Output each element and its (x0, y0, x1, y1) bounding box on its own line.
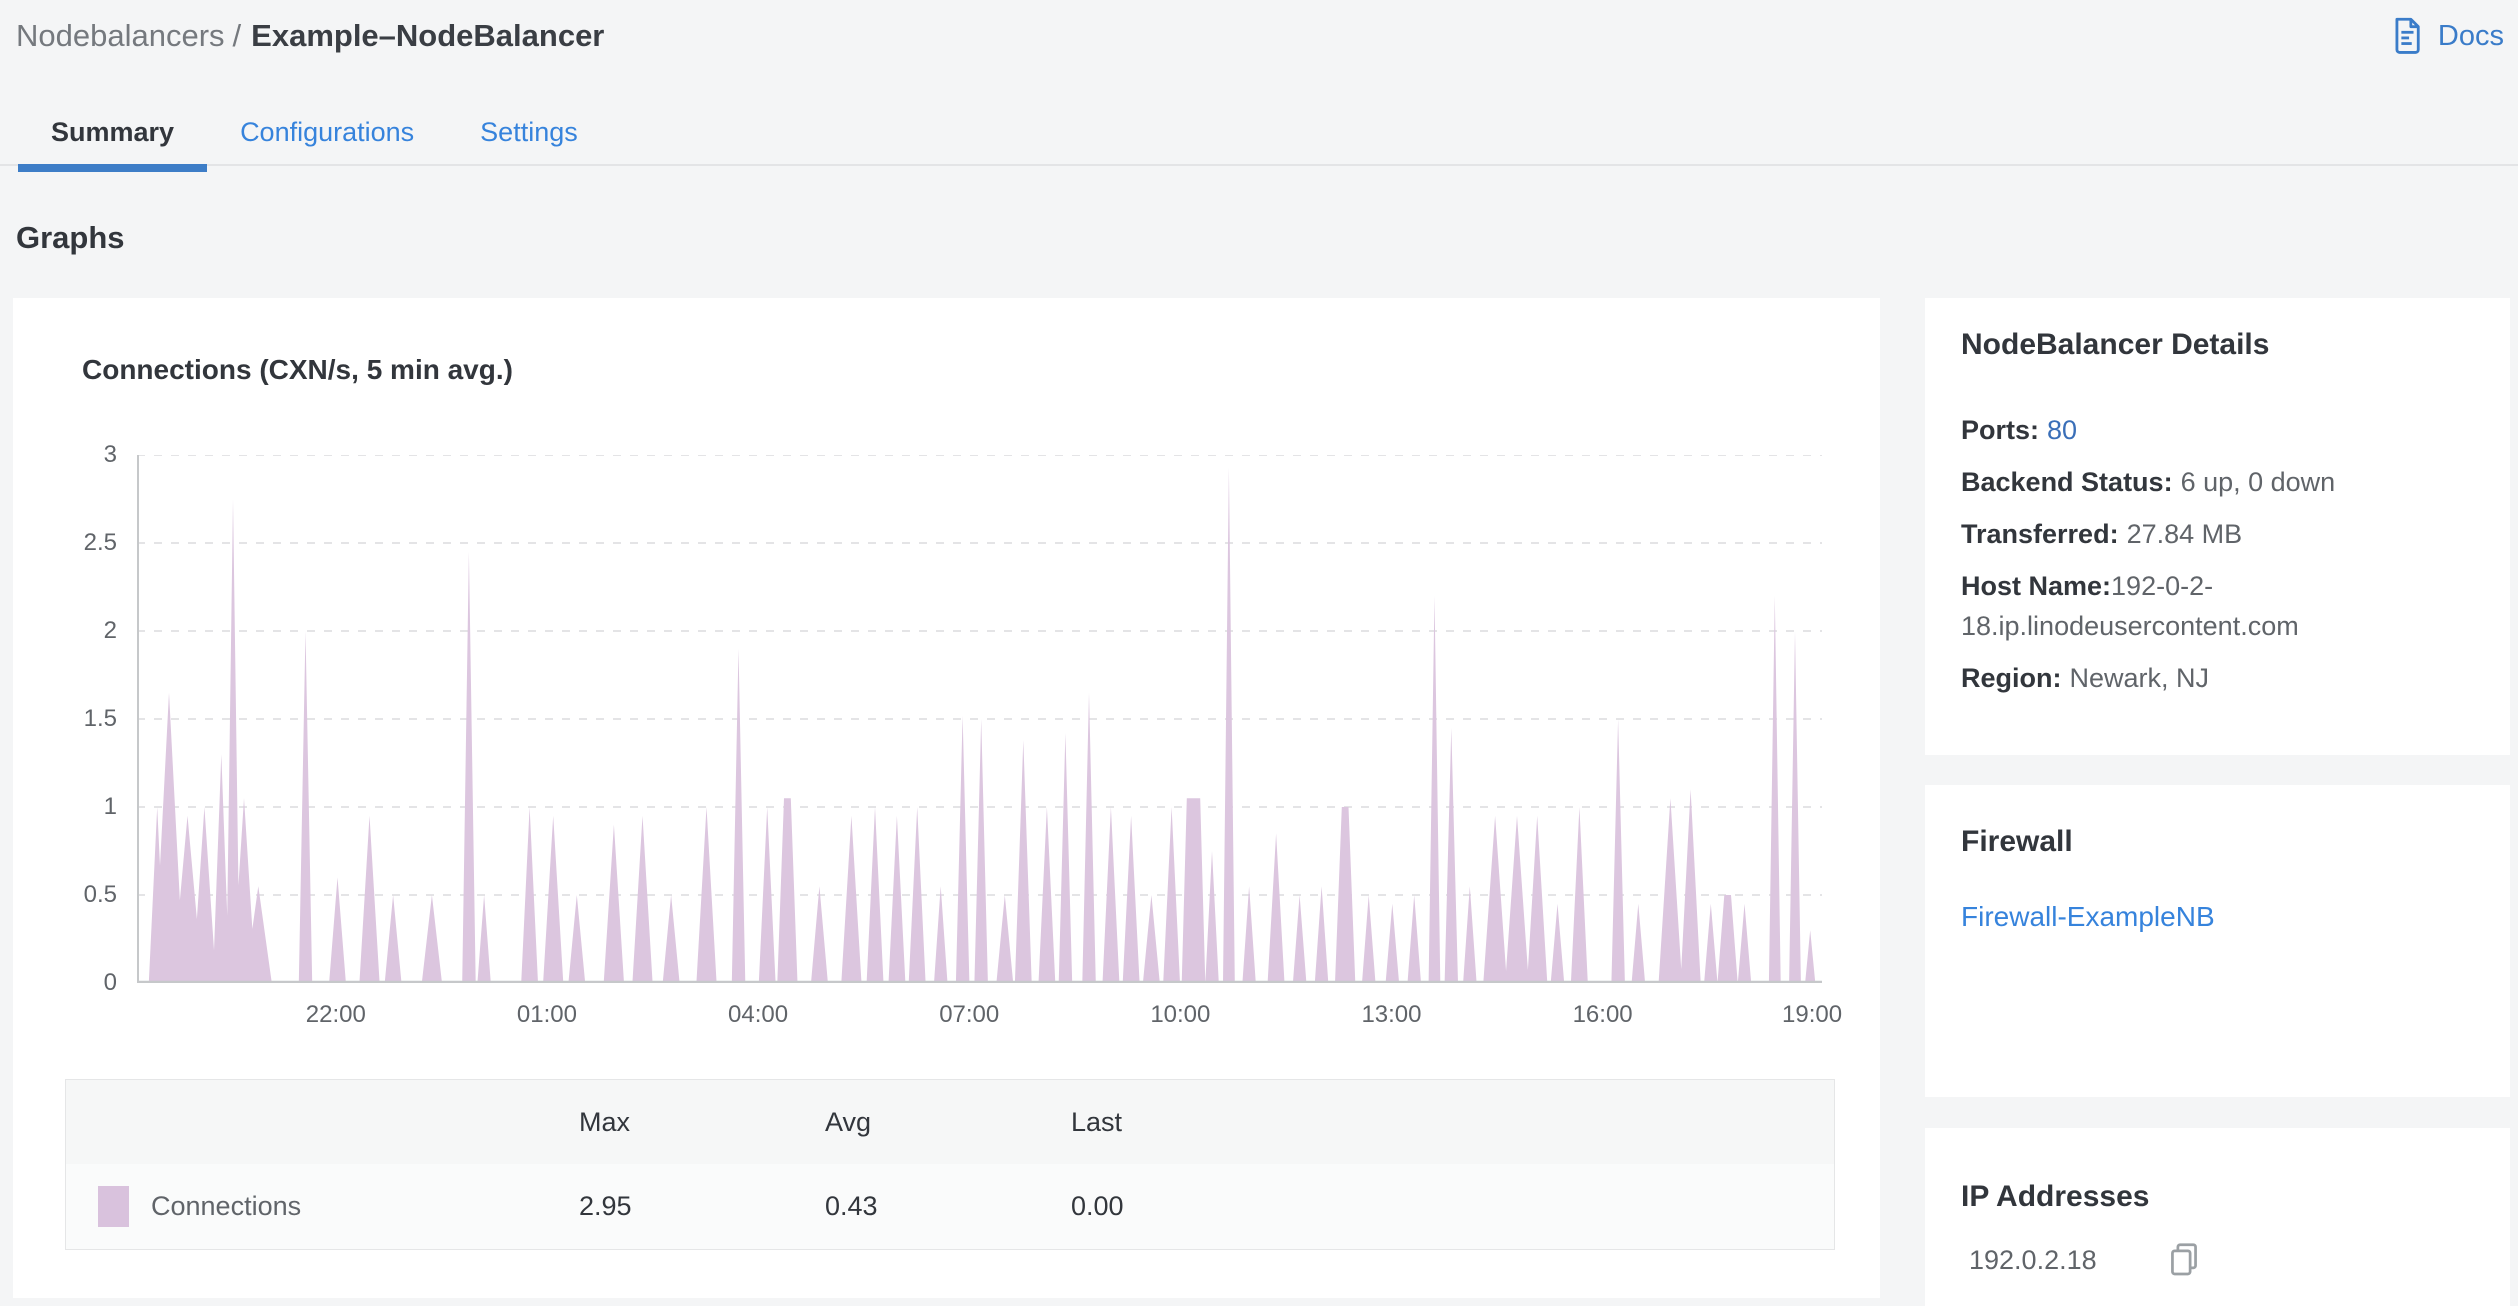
page-title: Example–NodeBalancer (251, 18, 605, 53)
firewall-examplenb-link[interactable]: Firewall-ExampleNB (1961, 901, 2215, 932)
copy-ip-button[interactable] (2169, 1242, 2199, 1279)
chart-title: Connections (CXN/s, 5 min avg.) (82, 354, 513, 385)
tab-bar: Summary Configurations Settings (0, 100, 2518, 172)
firewall-card-title: Firewall (1961, 825, 2073, 858)
x-tick-label-01:00: 01:00 (516, 1001, 577, 1028)
firewall-card: Firewall Firewall-ExampleNB (1925, 785, 2510, 1097)
breadcrumb-nodebalancers-link[interactable]: Nodebalancers (16, 18, 225, 53)
legend-header-row: Max Avg Last (66, 1080, 1834, 1164)
ip-card-title: IP Addresses (1961, 1180, 2150, 1213)
details-card-title: NodeBalancer Details (1961, 328, 2270, 361)
x-tick-label-16:00: 16:00 (1572, 1001, 1633, 1028)
legend-avg-value: 0.43 (825, 1191, 878, 1221)
graphs-heading: Graphs (16, 220, 125, 255)
legend-max-value: 2.95 (579, 1191, 632, 1221)
breadcrumb: Nodebalancers / Example–NodeBalancer (16, 14, 604, 58)
docs-link[interactable]: Docs (2389, 16, 2504, 56)
legend-series-label: Connections (151, 1191, 302, 1221)
y-tick-label-1.5: 1.5 (83, 705, 117, 732)
nodebalancer-details-card: NodeBalancer Details Ports: 80 Backend St… (1925, 298, 2510, 755)
detail-row-backend-status: Backend Status: 6 up, 0 down (1961, 467, 2336, 497)
y-tick-label-0: 0 (103, 969, 117, 996)
ip-address-value: 192.0.2.18 (1969, 1245, 2097, 1275)
y-tick-label-0.5: 0.5 (83, 881, 117, 908)
x-tick-label-13:00: 13:00 (1361, 1001, 1422, 1028)
x-tick-label-22:00: 22:00 (305, 1001, 366, 1028)
x-tick-label-07:00: 07:00 (939, 1001, 1000, 1028)
connections-area-series (137, 467, 1822, 983)
y-tick-label-2: 2 (103, 617, 117, 644)
port-80-link[interactable]: 80 (2047, 415, 2078, 445)
x-tick-label-19:00: 19:00 (1782, 1001, 1843, 1028)
legend-last-value: 0.00 (1071, 1191, 1124, 1221)
y-tick-label-3: 3 (103, 441, 117, 468)
copy-icon (2169, 1242, 2199, 1279)
y-tick-label-1: 1 (103, 793, 117, 820)
tab-summary[interactable]: Summary (18, 100, 208, 172)
chart-canvas (137, 455, 1822, 983)
legend-header-last: Last (1071, 1106, 1123, 1137)
ip-addresses-card: IP Addresses 192.0.2.18 (1925, 1128, 2510, 1306)
x-tick-label-10:00: 10:00 (1150, 1001, 1211, 1028)
docs-link-label: Docs (2437, 19, 2504, 52)
legend-header-max: Max (579, 1106, 631, 1137)
breadcrumb-separator: / (232, 18, 242, 53)
connections-area-chart: 0 0.5 1 1.5 2 2.5 3 22:00 01:00 04:00 07:00 10:00 13… (13, 441, 1880, 1075)
detail-row-transferred: Transferred: 27.84 MB (1961, 519, 2243, 549)
chart-legend-table: Max Avg Last Connections 2.95 0.43 0.00 (65, 1079, 1835, 1250)
ip-address-row: 192.0.2.18 (1969, 1242, 2474, 1279)
legend-row-connections: Connections 2.95 0.43 0.00 (66, 1164, 1834, 1249)
detail-row-ports: Ports: 80 (1961, 415, 2078, 445)
connections-series-swatch (98, 1186, 129, 1227)
y-tick-label-2.5: 2.5 (83, 529, 117, 556)
docs-icon (2389, 16, 2425, 56)
tab-settings[interactable]: Settings (480, 116, 578, 147)
detail-row-host-name: Host Name:192-0-2-18.ip.linodeuserconten… (1961, 571, 2299, 641)
connections-chart-card: Connections (CXN/s, 5 min avg.) 0 0.5 1 1.5… (13, 298, 1880, 1298)
detail-row-region: Region: Newark, NJ (1961, 663, 2210, 693)
tab-configurations[interactable]: Configurations (240, 116, 415, 147)
legend-header-avg: Avg (825, 1106, 872, 1137)
x-tick-label-04:00: 04:00 (728, 1001, 789, 1028)
